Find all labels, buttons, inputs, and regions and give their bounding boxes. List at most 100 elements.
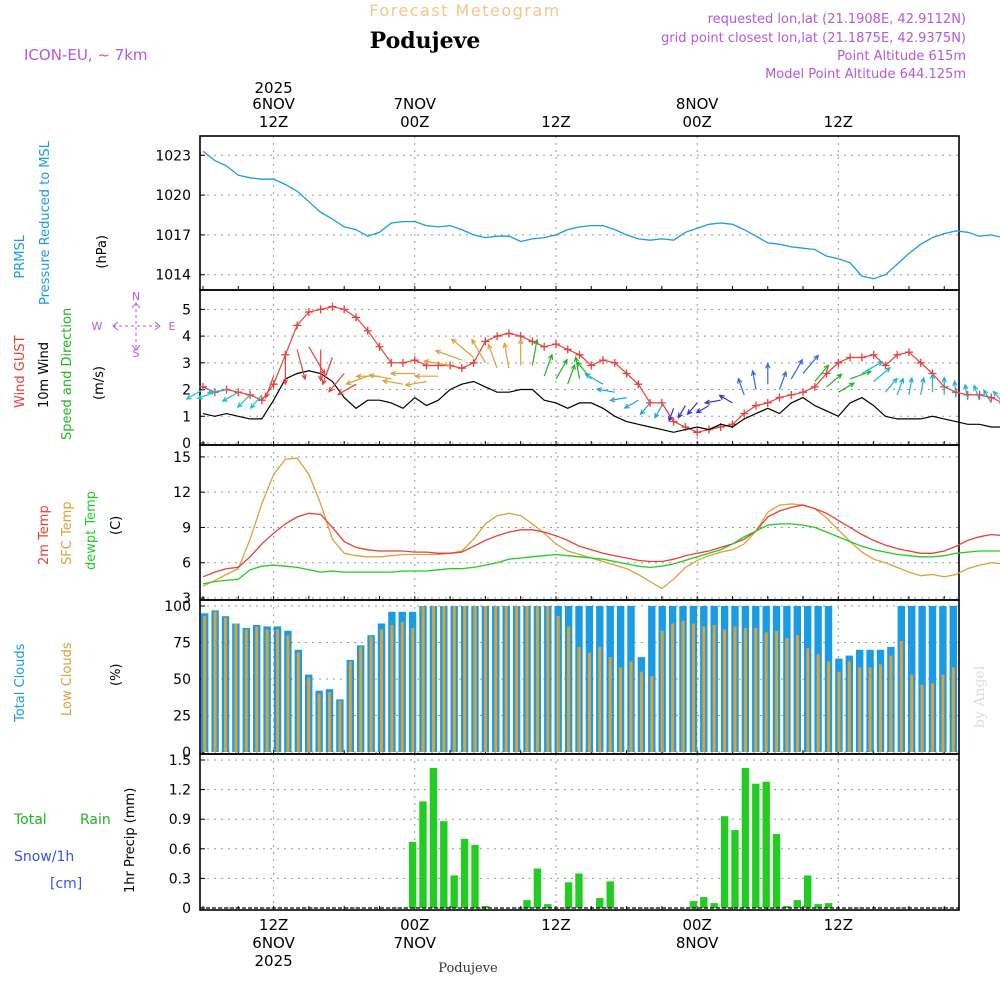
wind-arrow <box>346 376 367 384</box>
bottom-time-label: 8NOV <box>676 934 719 952</box>
gust-point <box>328 303 336 311</box>
low-cloud-bar <box>900 641 903 752</box>
bottom-time-label: 00Z <box>400 916 429 934</box>
label-precip-mm: 1hr Precip (mm) <box>123 788 138 893</box>
low-cloud-bar <box>588 653 591 752</box>
low-cloud-bar <box>827 662 830 753</box>
y-tick-label: 15 <box>173 450 191 466</box>
low-cloud-bar <box>422 606 425 752</box>
gust-point <box>317 305 325 313</box>
wind-arrow <box>641 403 651 414</box>
rain-bar <box>607 881 614 908</box>
rain-bar <box>419 801 426 908</box>
low-cloud-bar <box>297 653 300 752</box>
low-cloud-bar <box>910 675 913 752</box>
low-cloud-bar <box>931 683 934 752</box>
rain-bar <box>773 834 780 908</box>
low-cloud-bar <box>796 635 799 752</box>
wind-arrow <box>803 355 818 373</box>
wind-arrow <box>238 395 250 407</box>
wind-arrow <box>885 378 897 392</box>
bottom-time-label: 6NOV <box>252 934 295 952</box>
gust-point <box>340 305 348 313</box>
low-cloud-bar <box>952 667 955 752</box>
panel-frame <box>200 445 959 600</box>
rain-bar <box>471 845 478 908</box>
panel-frame <box>200 290 959 445</box>
low-cloud-bar <box>526 606 529 752</box>
wind-arrow <box>974 386 980 401</box>
bottom-time-label: 12Z <box>259 916 288 934</box>
low-cloud-bar <box>536 606 539 752</box>
wind-arrow <box>921 378 925 395</box>
y-tick-label: 1020 <box>155 188 191 204</box>
panel-precip: 00.30.60.91.21.5 <box>169 753 959 917</box>
label-prmsl: PRMSL <box>13 234 28 278</box>
wind-arrow <box>751 371 756 390</box>
low-cloud-bar <box>505 606 508 752</box>
product-title: Forecast Meteogram <box>369 1 560 20</box>
wind-arrow <box>568 365 576 384</box>
wind-arrow <box>544 355 552 376</box>
bottom-time-label: 12Z <box>541 916 570 934</box>
label-percent: (%) <box>109 664 124 687</box>
rain-bar <box>825 903 832 908</box>
low-cloud-bar <box>214 612 217 752</box>
top-time-label: 8NOV <box>676 95 719 113</box>
bottom-time-label: 00Z <box>682 916 711 934</box>
bottom-time-label: 12Z <box>824 916 853 934</box>
requested-coords: requested lon,lat (21.1908E, 42.9112N) <box>708 12 966 27</box>
gust-point <box>776 394 784 402</box>
wind-arrow <box>838 383 854 392</box>
low-cloud-bar <box>234 624 237 753</box>
y-tick-label: 0.9 <box>169 812 191 828</box>
low-cloud-bar <box>692 624 695 753</box>
low-cloud-bar <box>515 606 518 752</box>
low-cloud-bar <box>349 662 352 753</box>
gust-point <box>552 340 560 348</box>
low-cloud-bar <box>338 701 341 752</box>
rain-bar <box>763 782 770 908</box>
low-cloud-bar <box>401 622 404 752</box>
label-ms: (m/s) <box>92 366 107 400</box>
low-cloud-bar <box>941 675 944 752</box>
y-tick-label: 1 <box>182 409 191 425</box>
wind-arrow <box>930 374 934 392</box>
wind-arrow <box>874 368 890 382</box>
wind-arrow <box>909 378 913 395</box>
gust-point <box>505 329 513 337</box>
top-time-label: 00Z <box>682 113 711 131</box>
wind-arrow <box>503 343 509 368</box>
rain-bar <box>596 898 603 908</box>
low-cloud-bar <box>879 664 882 752</box>
gust-point <box>693 428 701 436</box>
point-altitude: Point Altitude 615m <box>837 49 966 64</box>
low-cloud-bar <box>328 692 331 752</box>
footer-location: Podujeve <box>438 961 498 976</box>
gust-point <box>493 332 501 340</box>
wind-arrow <box>223 392 239 401</box>
wind-arrow <box>688 403 698 414</box>
wind-arrow <box>383 379 403 384</box>
wind-arrow <box>251 395 262 408</box>
label-rain: Rain <box>80 812 111 828</box>
y-tick-label: 1.5 <box>169 753 191 769</box>
wind-arrow <box>827 374 842 387</box>
compass-rose: N S W E <box>92 290 176 360</box>
panel-frame <box>200 136 959 290</box>
low-cloud-bar <box>484 606 487 752</box>
rain-bar <box>752 784 759 908</box>
gust-point <box>752 402 760 410</box>
y-tick-label: 1017 <box>155 228 191 244</box>
rain-bar <box>534 869 541 909</box>
y-tick-label: 100 <box>164 599 191 615</box>
low-cloud-bar <box>765 632 768 752</box>
wind-arrow <box>519 340 523 366</box>
label-snow: Snow/1h <box>14 849 74 865</box>
low-cloud-bar <box>370 637 373 752</box>
wind-arrow <box>766 364 770 384</box>
low-cloud-bar <box>671 624 674 753</box>
